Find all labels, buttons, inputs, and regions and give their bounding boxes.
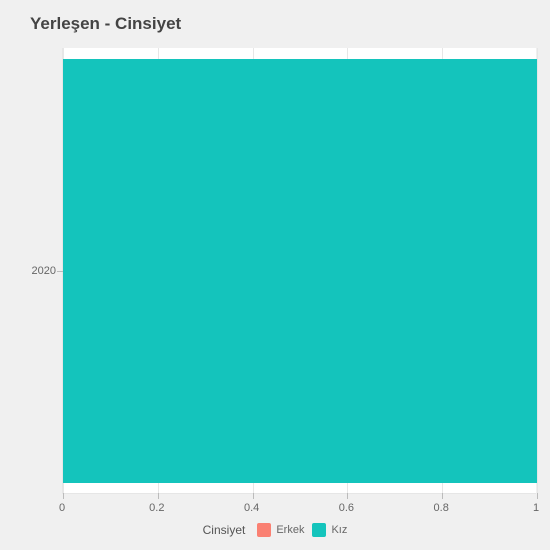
legend: Cinsiyet Erkek Kız — [0, 523, 550, 537]
x-tick — [537, 493, 538, 499]
bar-segment — [63, 59, 537, 483]
x-tick-label: 0.4 — [244, 502, 259, 514]
plot-area — [62, 48, 536, 494]
x-tick-label: 0.2 — [149, 502, 164, 514]
x-tick-label: 1 — [533, 502, 539, 514]
gridline-v — [537, 48, 538, 493]
legend-item-kiz: Kız — [312, 523, 347, 537]
x-tick — [158, 493, 159, 499]
chart-container: Yerleşen - Cinsiyet 00.20.40.60.81 2020 … — [0, 0, 550, 550]
legend-title: Cinsiyet — [203, 523, 246, 537]
legend-swatch-erkek — [257, 523, 271, 537]
y-tick-label: 2020 — [26, 265, 56, 277]
chart-title: Yerleşen - Cinsiyet — [30, 14, 181, 34]
x-tick-label: 0.6 — [339, 502, 354, 514]
x-tick-label: 0 — [59, 502, 65, 514]
x-tick — [347, 493, 348, 499]
legend-label-erkek: Erkek — [276, 524, 304, 536]
x-tick — [63, 493, 64, 499]
legend-swatch-kiz — [312, 523, 326, 537]
x-tick — [253, 493, 254, 499]
x-tick — [442, 493, 443, 499]
x-tick-label: 0.8 — [434, 502, 449, 514]
legend-label-kiz: Kız — [331, 524, 347, 536]
legend-item-erkek: Erkek — [257, 523, 304, 537]
